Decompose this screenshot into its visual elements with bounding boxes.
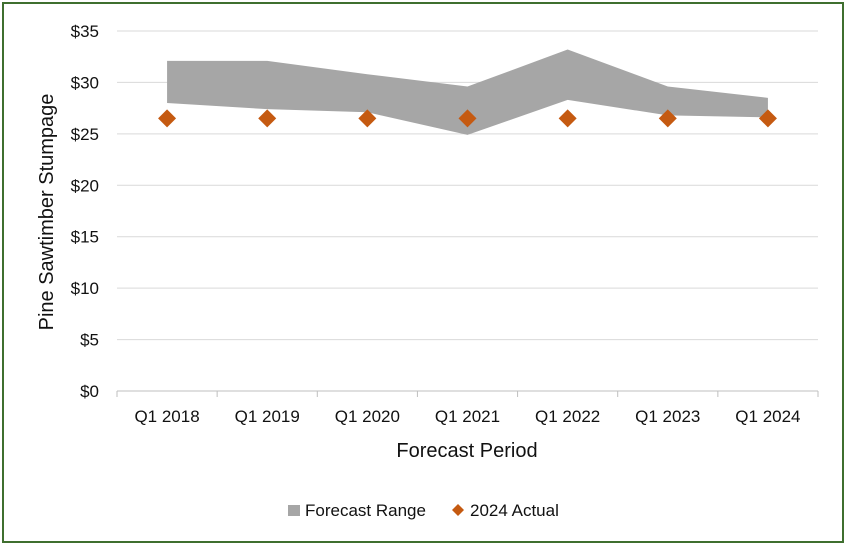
actual-marker <box>758 109 777 128</box>
forecast-range-band <box>167 49 768 135</box>
legend: Forecast Range 2024 Actual <box>288 501 559 520</box>
forecast-band-group <box>167 49 768 135</box>
legend-label-2024-actual: 2024 Actual <box>470 501 559 520</box>
actual-marker <box>658 109 677 128</box>
x-tick-label: Q1 2019 <box>235 407 300 426</box>
x-tick-labels: Q1 2018 Q1 2019 Q1 2020 Q1 2021 Q1 2022 Q1 20… <box>134 407 800 426</box>
legend-swatch-2024-actual <box>452 504 464 516</box>
x-axis-title: Forecast Period <box>396 440 537 462</box>
y-axis-title: Pine Sawtimber Stumpage <box>36 94 58 331</box>
y-tick-label: $5 <box>80 331 99 350</box>
x-tick-label: Q1 2024 <box>735 407 800 426</box>
y-tick-label: $25 <box>71 125 99 144</box>
actual-marker <box>458 109 477 128</box>
x-tick-label: Q1 2021 <box>435 407 500 426</box>
x-tick-label: Q1 2018 <box>134 407 199 426</box>
actual-marker <box>158 109 177 128</box>
y-tick-label: $20 <box>71 176 99 195</box>
legend-swatch-forecast-range <box>288 505 300 516</box>
y-tick-label: $35 <box>71 22 99 41</box>
y-tick-label: $0 <box>80 382 99 401</box>
legend-label-forecast-range: Forecast Range <box>305 501 426 520</box>
y-tick-labels: $0 $5 $10 $15 $20 $25 $30 $35 <box>71 22 99 401</box>
axes-group <box>116 390 819 397</box>
actual-marker <box>358 109 377 128</box>
x-tick-label: Q1 2020 <box>335 407 400 426</box>
y-tick-label: $15 <box>71 228 99 247</box>
x-tick-label: Q1 2022 <box>535 407 600 426</box>
actual-marker <box>558 109 577 128</box>
x-tick-label: Q1 2023 <box>635 407 700 426</box>
actual-markers-group <box>158 109 777 128</box>
y-tick-label: $30 <box>71 73 99 92</box>
y-tick-label: $10 <box>71 279 99 298</box>
actual-marker <box>258 109 277 128</box>
